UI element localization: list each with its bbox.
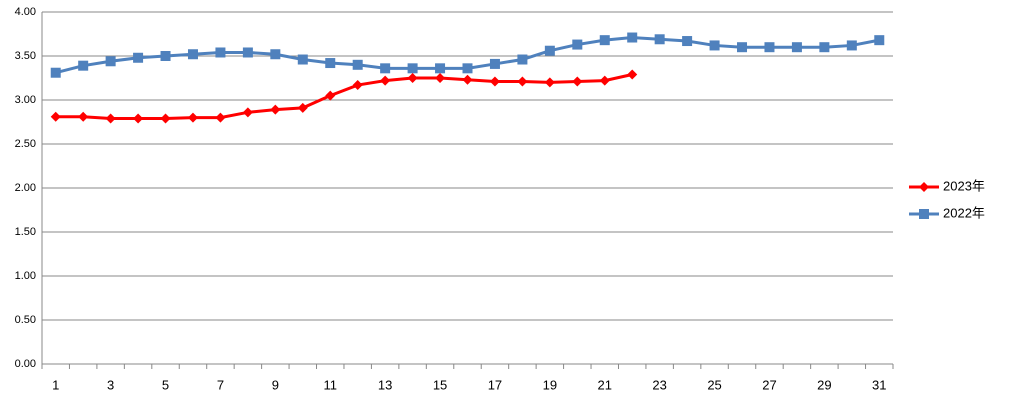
- data-point: [325, 90, 336, 101]
- legend-marker: [919, 209, 929, 219]
- data-point: [435, 63, 446, 74]
- data-point: [380, 75, 391, 86]
- x-tick-label: 31: [872, 377, 886, 392]
- x-tick-label: 29: [817, 377, 831, 392]
- data-point: [462, 74, 473, 85]
- data-point: [572, 76, 583, 87]
- y-tick-label: 2.00: [15, 182, 36, 194]
- x-tick-label: 11: [323, 377, 337, 392]
- x-tick-label: 25: [707, 377, 721, 392]
- data-point: [50, 67, 61, 78]
- y-tick-label: 4.00: [15, 6, 36, 18]
- legend-label: 2023年: [943, 178, 985, 193]
- data-point: [599, 75, 610, 86]
- data-point: [737, 42, 748, 53]
- data-point: [627, 69, 638, 80]
- data-point: [846, 40, 857, 51]
- data-point: [297, 102, 308, 113]
- data-point: [160, 51, 171, 61]
- y-tick-label: 1.50: [15, 226, 36, 238]
- data-point: [270, 49, 281, 60]
- data-point: [874, 35, 885, 46]
- series-line: [55, 73, 633, 120]
- data-point: [242, 47, 253, 58]
- data-point: [133, 52, 144, 63]
- data-point: [407, 63, 418, 74]
- x-tick-label: 7: [217, 377, 224, 392]
- data-point: [709, 40, 720, 51]
- y-tick-label: 3.50: [15, 50, 36, 62]
- legend-label: 2022年: [943, 205, 985, 220]
- data-point: [325, 58, 336, 69]
- x-tick-label: 27: [762, 377, 776, 392]
- y-tick-label: 0.00: [15, 358, 36, 370]
- data-point: [517, 76, 528, 87]
- data-point: [352, 80, 363, 91]
- data-point: [160, 113, 171, 124]
- data-point: [654, 34, 665, 45]
- data-point: [380, 63, 391, 74]
- data-point: [819, 42, 830, 53]
- data-point: [78, 111, 89, 122]
- data-point: [599, 35, 610, 46]
- data-point: [572, 39, 583, 50]
- data-point: [489, 58, 500, 69]
- data-point: [517, 54, 528, 65]
- data-point: [242, 107, 253, 118]
- data-point: [187, 49, 198, 60]
- data-point: [297, 54, 308, 65]
- legend-marker: [919, 182, 929, 192]
- y-tick-label: 3.00: [15, 94, 36, 106]
- x-tick-label: 15: [433, 377, 447, 392]
- data-point: [215, 47, 226, 58]
- y-tick-label: 1.00: [15, 270, 36, 282]
- data-point: [407, 73, 418, 83]
- y-tick-label: 2.50: [15, 138, 36, 150]
- data-point: [270, 104, 281, 115]
- data-point: [544, 45, 555, 56]
- data-point: [544, 77, 555, 88]
- data-point: [133, 113, 144, 124]
- data-point: [462, 63, 473, 74]
- data-point: [215, 112, 226, 123]
- x-tick-label: 17: [488, 377, 502, 392]
- data-point: [435, 73, 446, 83]
- x-tick-label: 23: [652, 377, 666, 392]
- data-point: [489, 76, 500, 87]
- x-tick-label: 1: [52, 377, 59, 392]
- x-tick-label: 19: [543, 377, 557, 392]
- data-point: [352, 59, 363, 70]
- data-point: [105, 56, 116, 67]
- data-point: [791, 42, 802, 53]
- data-point: [78, 60, 89, 71]
- data-point: [187, 112, 198, 123]
- data-point: [682, 36, 693, 47]
- data-point: [627, 32, 638, 43]
- x-tick-label: 9: [272, 377, 279, 392]
- data-point: [50, 111, 61, 122]
- data-point: [764, 42, 775, 53]
- x-tick-label: 21: [598, 377, 612, 392]
- x-tick-label: 13: [378, 377, 392, 392]
- x-tick-label: 5: [162, 377, 169, 392]
- y-tick-label: 0.50: [15, 314, 36, 326]
- data-point: [105, 113, 116, 124]
- x-tick-label: 3: [107, 377, 114, 392]
